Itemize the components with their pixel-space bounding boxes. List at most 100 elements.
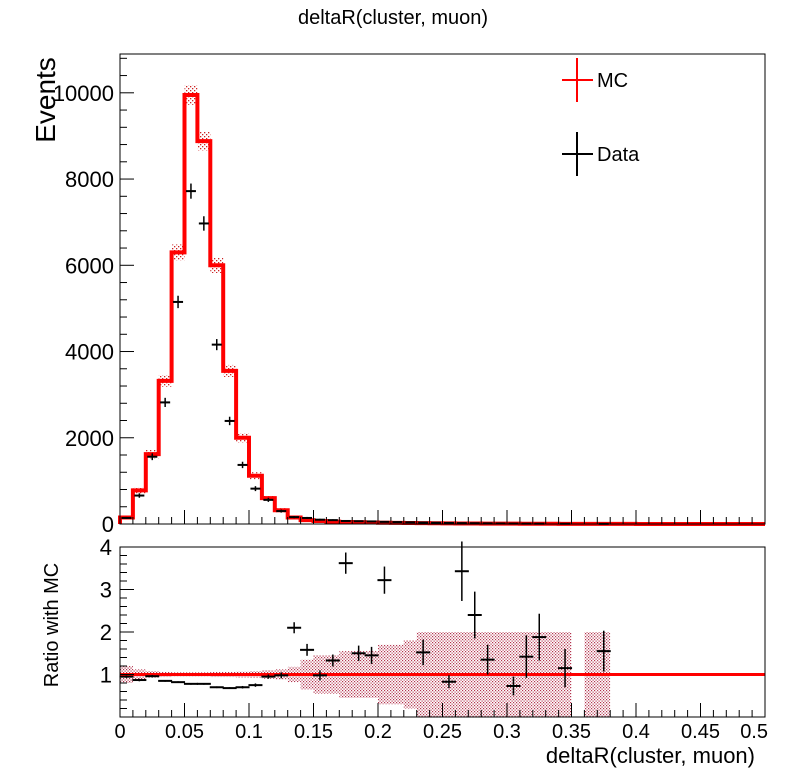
data-point [250, 486, 261, 492]
ratio-point [506, 676, 521, 696]
ratio-y-tick-label: 2 [100, 620, 112, 645]
data-point [289, 516, 300, 519]
ratio-point [132, 678, 147, 682]
ratio-point [364, 646, 379, 664]
legend-item-data: Data [562, 132, 640, 176]
y-tick-label: 6000 [65, 253, 114, 278]
x-tick-label: 0.2 [364, 721, 392, 743]
ratio-point [261, 674, 276, 679]
ratio-point [558, 649, 573, 688]
data-point [469, 522, 480, 525]
data-point [443, 521, 454, 524]
main-plot-frame [119, 53, 766, 525]
data-point [456, 522, 467, 525]
ratio-point [158, 679, 173, 682]
x-tick-label: 0.3 [493, 721, 521, 743]
data-point [237, 461, 248, 469]
data-point [302, 516, 313, 519]
data-point [314, 518, 325, 521]
data-points [121, 183, 609, 525]
ratio-point [532, 613, 547, 661]
data-point [379, 520, 390, 523]
ratio-point [235, 685, 250, 689]
y-axis-label: Events [30, 57, 61, 143]
data-point [185, 183, 196, 199]
ratio-point [377, 566, 392, 594]
ratio-point [480, 644, 495, 675]
ratio-point [209, 686, 224, 689]
ratio-point [467, 591, 482, 639]
ratio-points [119, 541, 611, 696]
ratio-point [519, 635, 534, 678]
y-tick-label: 8000 [65, 167, 114, 192]
ratio-point [312, 670, 327, 681]
mc-histogram-line [118, 92, 765, 526]
data-point [431, 521, 442, 524]
ratio-point [325, 654, 340, 667]
data-point [160, 397, 171, 407]
ratio-point [338, 552, 353, 574]
data-point [340, 519, 351, 522]
x-axis-label: deltaR(cluster, muon) [546, 743, 755, 768]
ratio-point [454, 541, 469, 601]
data-point [392, 521, 403, 524]
legend-item-mc: MC [562, 58, 628, 102]
x-tick-label: 0.4 [622, 721, 650, 743]
data-point [147, 453, 158, 461]
x-tick-label: 0 [114, 721, 125, 743]
chart-title: deltaR(cluster, muon) [298, 7, 488, 29]
data-point [224, 416, 235, 426]
x-tick-label: 0.05 [165, 721, 204, 743]
ratio-y-ticks: 1 2 3 4 [100, 535, 134, 709]
ratio-y-tick-label: 4 [100, 535, 112, 560]
ratio-y-axis-label: Ratio with MC [41, 563, 63, 687]
y-tick-label: 4000 [65, 340, 114, 365]
y-tick-label: 0 [102, 512, 114, 537]
ratio-point [596, 630, 611, 672]
data-point [353, 520, 364, 523]
legend-mc-label: MC [597, 70, 628, 92]
data-point [366, 520, 377, 523]
x-tick-label: 0.35 [552, 721, 591, 743]
x-tick-label: 0.25 [423, 721, 462, 743]
legend: MC Data [562, 58, 640, 176]
ratio-point [300, 643, 315, 656]
data-point [276, 509, 287, 513]
data-point [198, 216, 209, 231]
main-y-ticks: 0 2000 4000 6000 8000 10000 [53, 57, 134, 537]
ratio-point [248, 683, 263, 687]
ratio-point [145, 674, 160, 678]
main-x-ticks [119, 510, 766, 524]
y-tick-label: 10000 [53, 81, 114, 106]
ratio-point [119, 675, 134, 678]
ratio-point [171, 681, 186, 684]
x-tick-label: 0.45 [681, 721, 720, 743]
ratio-point [222, 687, 237, 690]
main-panel: 0 2000 4000 6000 8000 10000 Events [30, 53, 766, 537]
ratio-point [196, 682, 211, 685]
data-point [418, 521, 429, 524]
ratio-point [416, 639, 431, 666]
y-tick-label: 2000 [65, 426, 114, 451]
data-point [405, 521, 416, 524]
ratio-point [351, 645, 366, 661]
data-point [263, 497, 274, 502]
data-point [211, 339, 222, 351]
data-point [173, 295, 184, 309]
ratio-point [287, 622, 302, 634]
ratio-y-tick-label: 1 [100, 663, 112, 688]
legend-data-label: Data [597, 144, 640, 166]
data-point [134, 493, 145, 498]
data-point [121, 516, 132, 519]
ratio-x-ticks: 0 0.05 0.1 0.15 0.2 0.25 0.3 0.35 0.4 0.45 0.5 [114, 703, 768, 743]
ratio-y-tick-label: 3 [100, 578, 112, 603]
ratio-point [183, 682, 198, 685]
ratio-point [274, 672, 289, 679]
ratio-point [441, 675, 456, 689]
x-tick-label: 0.5 [740, 721, 768, 743]
x-tick-label: 0.15 [294, 721, 333, 743]
ratio-panel: 1 2 3 4 0 0.05 0.1 0.15 0.2 0.25 0.3 0.35 0.4 0.45 0.… [41, 535, 768, 768]
data-point [327, 519, 338, 522]
x-tick-label: 0.1 [235, 721, 263, 743]
